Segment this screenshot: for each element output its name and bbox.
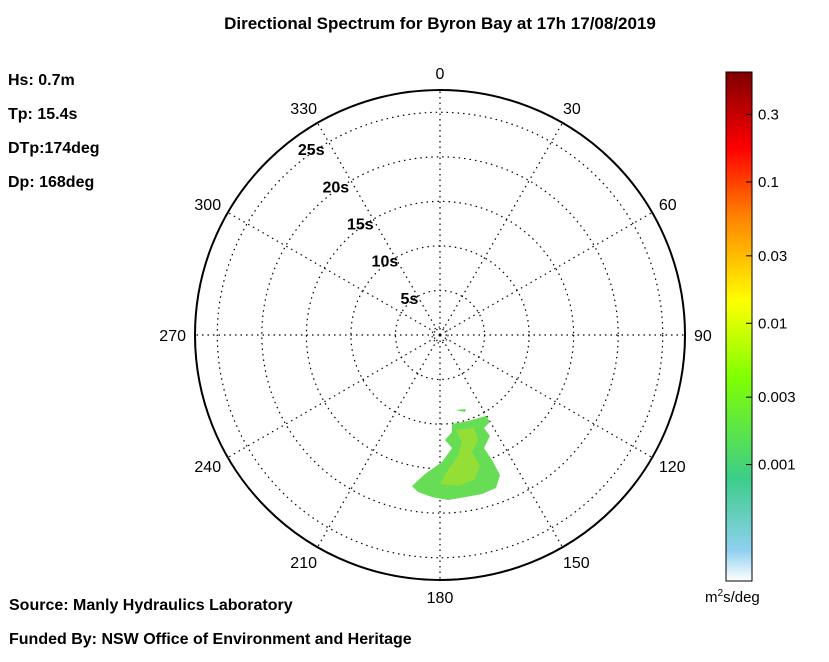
stat-dp: Dp: 168deg xyxy=(8,174,100,208)
chart-title: Directional Spectrum for Byron Bay at 17… xyxy=(224,14,656,33)
angle-label-270: 270 xyxy=(159,328,186,345)
colorbar-tick-label-0.01: 0.01 xyxy=(758,315,787,332)
period-label-20s: 20s xyxy=(322,179,349,196)
period-label-10s: 10s xyxy=(372,254,399,271)
colorbar: 0.3 0.1 0.03 0.01 0.003 0.001 xyxy=(725,71,796,582)
stat-hs-label: Hs: xyxy=(8,72,34,89)
angle-label-210: 210 xyxy=(290,555,317,572)
grid-spoke-150 xyxy=(439,334,564,548)
stat-hs-value: 0.7m xyxy=(38,72,75,89)
grid-spoke-300 xyxy=(227,211,441,336)
period-label-5s: 5s xyxy=(401,291,419,308)
stat-tp-value: 15.4s xyxy=(37,106,78,123)
angle-label-120: 120 xyxy=(659,459,686,476)
stat-tp-label: Tp: xyxy=(8,106,33,123)
angle-label-300: 300 xyxy=(194,197,221,214)
angle-label-180: 180 xyxy=(427,590,454,607)
grid-spoke-330 xyxy=(316,122,441,336)
colorbar-ticks: 0.3 0.1 0.03 0.01 0.003 0.001 xyxy=(746,107,796,474)
polar-border xyxy=(194,89,686,581)
colorbar-gradient xyxy=(725,71,753,582)
colorbar-unit: m2s/deg xyxy=(705,588,760,606)
polar-grid xyxy=(194,89,686,581)
grid-spoke-240 xyxy=(227,334,441,459)
grid-spoke-210 xyxy=(316,334,441,548)
stat-hs: Hs: 0.7m xyxy=(8,72,100,106)
grid-ring-25s xyxy=(216,111,664,559)
colorbar-tick-label-0.3: 0.3 xyxy=(758,107,779,124)
angle-label-60: 60 xyxy=(659,197,677,214)
wave-stats: Hs: 0.7m Tp: 15.4s DTp:174deg Dp: 168deg xyxy=(8,72,100,208)
funding-credit: Funded By: NSW Office of Environment and… xyxy=(9,631,412,648)
grid-spoke-120 xyxy=(439,334,653,459)
grid-spoke-60 xyxy=(439,211,653,336)
source-credit: Source: Manly Hydraulics Laboratory xyxy=(9,597,293,614)
angle-label-90: 90 xyxy=(694,328,712,345)
angle-label-150: 150 xyxy=(563,555,590,572)
colorbar-tick-label-0.03: 0.03 xyxy=(758,248,787,265)
stat-dtp-label: DTp: xyxy=(8,140,45,157)
grid-ring-center xyxy=(431,326,449,344)
colorbar-tick-label-0.1: 0.1 xyxy=(758,174,779,191)
angle-label-30: 30 xyxy=(563,101,581,118)
stat-dp-value: 168deg xyxy=(39,174,95,191)
stat-dtp-value: 174deg xyxy=(44,140,100,157)
period-label-25s: 25s xyxy=(298,142,325,159)
energy-region-outer xyxy=(412,409,500,500)
angle-label-240: 240 xyxy=(194,459,221,476)
angle-label-330: 330 xyxy=(290,101,317,118)
stat-dp-label: Dp: xyxy=(8,174,35,191)
angle-label-0: 0 xyxy=(436,66,445,83)
colorbar-tick-label-0.001: 0.001 xyxy=(758,457,796,474)
stat-dtp: DTp:174deg xyxy=(8,140,100,174)
grid-ring-20s xyxy=(261,156,619,514)
colorbar-tick-label-0.003: 0.003 xyxy=(758,389,796,406)
energy-region-inner xyxy=(440,428,480,486)
period-label-15s: 15s xyxy=(347,216,374,233)
stat-tp: Tp: 15.4s xyxy=(8,106,100,140)
grid-spoke-30 xyxy=(439,122,564,336)
polar-labels: 0 30 60 90 120 150 180 210 240 270 300 330 5s 10s 15s 2… xyxy=(159,66,712,607)
energy-regions xyxy=(412,409,500,500)
